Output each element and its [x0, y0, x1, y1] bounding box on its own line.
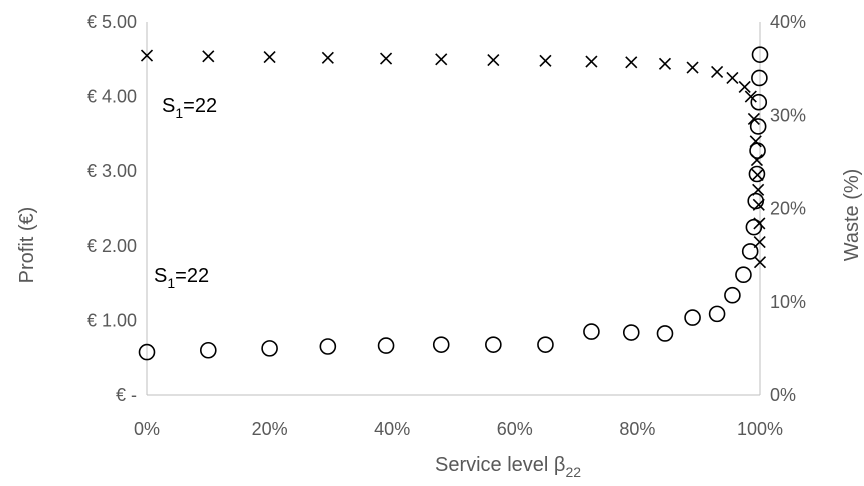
- waste-point: [745, 218, 763, 236]
- profit-point: [753, 256, 767, 269]
- profit-point: [263, 50, 276, 64]
- profit-point: [321, 51, 334, 64]
- profit-point: [711, 65, 724, 79]
- annotations: S1=22 S1=22: [154, 95, 217, 291]
- y-tick-label: € 3.00: [87, 161, 137, 181]
- waste-point: [748, 165, 766, 183]
- profit-point: [435, 53, 448, 66]
- x-axis-title: Service level β22: [435, 454, 581, 480]
- profit-point: [738, 80, 751, 93]
- profit-point: [744, 90, 757, 103]
- waste-point: [656, 325, 674, 342]
- profit-point: [747, 112, 760, 126]
- profit-point: [487, 53, 500, 67]
- waste-point: [377, 337, 395, 354]
- y2-tick-label: 30%: [770, 105, 806, 125]
- profit-annotation: S1=22: [162, 95, 217, 121]
- y-axis-title: Profit (€): [16, 207, 38, 284]
- y2-tick-label: 10%: [770, 292, 806, 312]
- y-tick-label: € 5.00: [87, 12, 137, 32]
- profit-point: [726, 71, 739, 85]
- y2-axis-title: Waste (%): [841, 169, 863, 262]
- y-tick-label: € 1.00: [87, 310, 137, 330]
- waste-point: [749, 118, 767, 135]
- profit-point: [539, 54, 552, 67]
- y2-tick-label: 40%: [770, 12, 806, 32]
- waste-annotation: S1=22: [154, 265, 209, 291]
- waste-point: [741, 243, 759, 260]
- waste-point: [708, 305, 726, 323]
- waste-point: [432, 336, 450, 353]
- waste-point: [537, 336, 554, 353]
- y2-tick-label: 0%: [770, 385, 796, 405]
- waste-point: [750, 93, 768, 111]
- waste-point: [747, 192, 765, 210]
- waste-point: [749, 142, 766, 159]
- x-tick-label: 0%: [134, 419, 160, 439]
- x-tick-label: 60%: [497, 419, 533, 439]
- profit-point: [751, 168, 764, 181]
- profit-point: [585, 55, 598, 68]
- profit-point: [658, 57, 672, 70]
- x-tick-label: 40%: [374, 419, 410, 439]
- waste-point: [138, 343, 156, 361]
- profit-point: [625, 56, 638, 69]
- waste-point: [751, 46, 769, 63]
- y2-tick-label: 20%: [770, 199, 806, 219]
- axes: [146, 22, 761, 396]
- profit-point: [140, 49, 154, 62]
- x-tick-label: 100%: [737, 419, 783, 439]
- x-tick-label: 20%: [252, 419, 288, 439]
- data-marks: [138, 46, 769, 361]
- waste-point: [485, 336, 502, 353]
- y-tick-label: € -: [116, 385, 137, 405]
- waste-point: [200, 341, 217, 359]
- waste-point: [684, 309, 701, 326]
- waste-point: [319, 338, 337, 355]
- tick-labels: € - € 1.00 € 2.00 € 3.00 € 4.00 € 5.00 0% 10% 20…: [87, 12, 806, 439]
- y-tick-label: € 2.00: [87, 236, 137, 256]
- x-tick-label: 80%: [619, 419, 655, 439]
- waste-point: [735, 266, 752, 284]
- waste-point: [583, 323, 600, 340]
- profit-point: [380, 52, 393, 65]
- waste-point: [622, 324, 640, 341]
- profit-point: [686, 61, 699, 74]
- profit-point: [202, 50, 215, 63]
- waste-point: [261, 340, 278, 357]
- y-tick-label: € 4.00: [87, 87, 137, 107]
- waste-point: [724, 286, 741, 304]
- waste-point: [751, 69, 768, 87]
